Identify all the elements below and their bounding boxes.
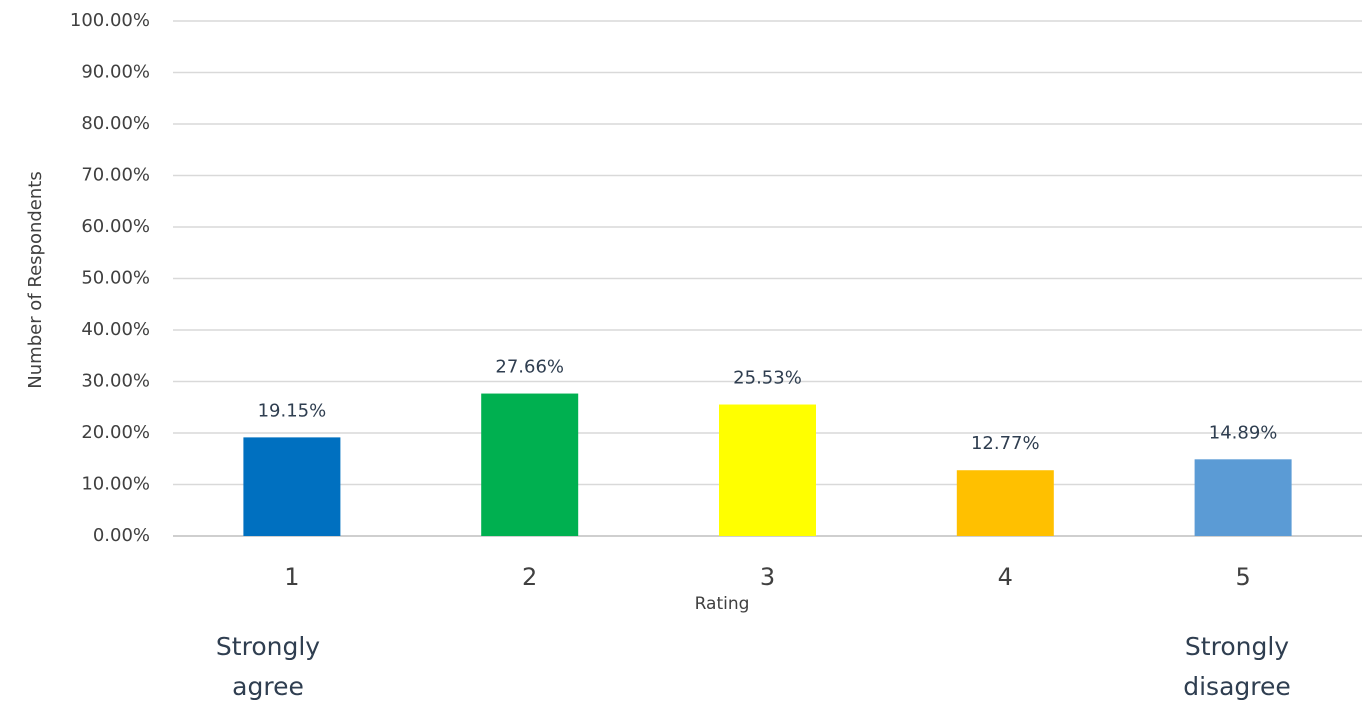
- y-tick-label: 40.00%: [81, 319, 150, 340]
- x-axis-label: Rating: [695, 594, 750, 614]
- bar: [956, 470, 1054, 536]
- x-tick-label: 5: [1235, 563, 1250, 591]
- annotation: disagree: [1183, 672, 1291, 701]
- y-tick-label: 20.00%: [81, 422, 150, 443]
- y-tick-label: 70.00%: [81, 165, 150, 186]
- bar: [243, 437, 341, 536]
- y-tick-label: 90.00%: [81, 62, 150, 83]
- y-axis-label: Number of Respondents: [25, 171, 46, 388]
- x-tick-label: 2: [522, 563, 537, 591]
- data-label: 12.77%: [971, 433, 1040, 454]
- y-tick-label: 30.00%: [81, 371, 150, 392]
- bar: [1194, 459, 1292, 536]
- data-label: 25.53%: [733, 368, 802, 389]
- data-label: 19.15%: [258, 400, 327, 421]
- data-label: 14.89%: [1209, 422, 1278, 443]
- annotation: Strongly: [1185, 632, 1289, 661]
- y-tick-label: 100.00%: [70, 10, 150, 31]
- x-tick-label: 3: [760, 563, 775, 591]
- y-tick-label: 60.00%: [81, 216, 150, 237]
- bar: [481, 393, 579, 536]
- y-tick-label: 0.00%: [93, 525, 150, 546]
- y-tick-label: 10.00%: [81, 474, 150, 495]
- annotation: Strongly: [216, 632, 320, 661]
- x-tick-label: 4: [998, 563, 1013, 591]
- x-tick-label: 1: [284, 563, 299, 591]
- y-tick-label: 50.00%: [81, 268, 150, 289]
- annotation: agree: [232, 672, 304, 701]
- bar: [719, 404, 816, 536]
- data-label: 27.66%: [495, 357, 564, 378]
- y-tick-label: 80.00%: [81, 113, 150, 134]
